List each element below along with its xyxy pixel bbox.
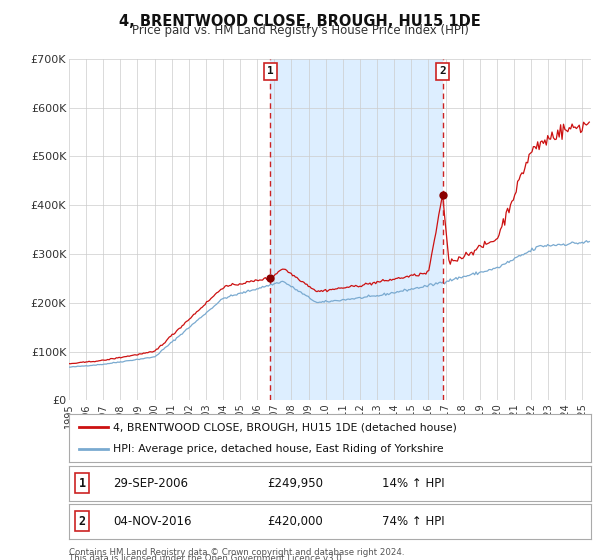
Text: 29-SEP-2006: 29-SEP-2006: [113, 477, 188, 490]
Text: 14% ↑ HPI: 14% ↑ HPI: [382, 477, 445, 490]
Text: 4, BRENTWOOD CLOSE, BROUGH, HU15 1DE: 4, BRENTWOOD CLOSE, BROUGH, HU15 1DE: [119, 14, 481, 29]
Text: £249,950: £249,950: [268, 477, 323, 490]
Text: HPI: Average price, detached house, East Riding of Yorkshire: HPI: Average price, detached house, East…: [113, 444, 444, 454]
Text: This data is licensed under the Open Government Licence v3.0.: This data is licensed under the Open Gov…: [69, 554, 344, 560]
Text: 04-NOV-2016: 04-NOV-2016: [113, 515, 192, 528]
Text: 74% ↑ HPI: 74% ↑ HPI: [382, 515, 445, 528]
Text: 2: 2: [439, 67, 446, 76]
Text: 2: 2: [79, 515, 86, 528]
Text: 1: 1: [79, 477, 86, 490]
Bar: [270, 59, 443, 400]
Text: Price paid vs. HM Land Registry's House Price Index (HPI): Price paid vs. HM Land Registry's House …: [131, 24, 469, 37]
Text: 1: 1: [267, 67, 274, 76]
Text: 4, BRENTWOOD CLOSE, BROUGH, HU15 1DE (detached house): 4, BRENTWOOD CLOSE, BROUGH, HU15 1DE (de…: [113, 422, 457, 432]
Text: £420,000: £420,000: [268, 515, 323, 528]
Text: Contains HM Land Registry data © Crown copyright and database right 2024.: Contains HM Land Registry data © Crown c…: [69, 548, 404, 557]
